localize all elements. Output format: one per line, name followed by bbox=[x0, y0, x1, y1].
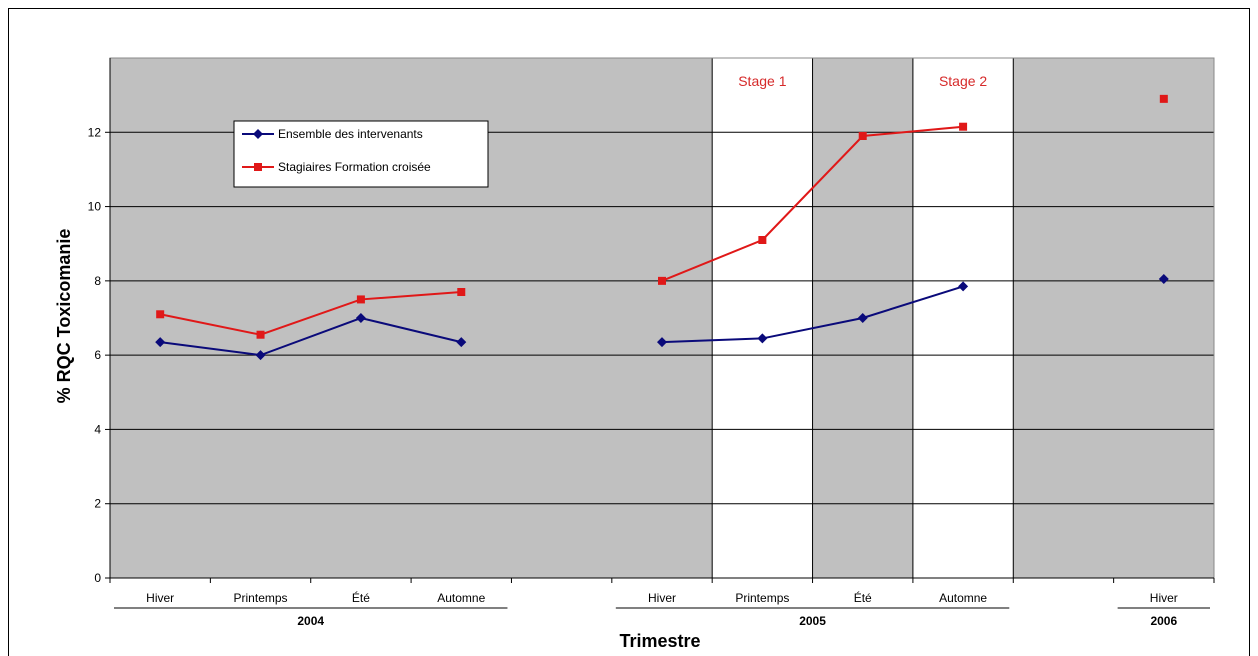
y-tick-label: 2 bbox=[94, 497, 101, 511]
series-line-2 bbox=[661, 125, 964, 282]
series-1-point bbox=[255, 350, 266, 361]
legend-marker bbox=[253, 129, 263, 139]
series-1-point bbox=[857, 313, 868, 323]
year-label: 2006 bbox=[1150, 614, 1177, 628]
x-category-label: Hiver bbox=[1150, 591, 1178, 605]
y-tick-label: 8 bbox=[94, 274, 101, 288]
x-category-label: Hiver bbox=[146, 591, 174, 605]
legend-box bbox=[233, 120, 489, 188]
series-1-point bbox=[1158, 274, 1169, 284]
x-category-label: Hiver bbox=[648, 591, 676, 605]
series-2-point bbox=[256, 330, 265, 339]
year-label: 2005 bbox=[799, 614, 826, 628]
x-category-label: Automne bbox=[939, 591, 987, 605]
legend-label: Stagiaires Formation croisée bbox=[278, 160, 431, 174]
series-2-point bbox=[356, 295, 365, 304]
series-2-point bbox=[1159, 94, 1168, 103]
series-2-point bbox=[457, 288, 466, 296]
year-label: 2004 bbox=[297, 614, 324, 628]
stage-label: Stage 2 bbox=[939, 73, 987, 89]
series-2-point bbox=[156, 310, 165, 319]
stage-band-2 bbox=[912, 58, 1014, 578]
x-axis-title: Trimestre bbox=[619, 631, 700, 651]
x-category-label: Printemps bbox=[234, 591, 288, 605]
series-2-point bbox=[858, 132, 867, 140]
series-1-point bbox=[456, 337, 467, 348]
series-1-point bbox=[355, 313, 366, 323]
series-1-point bbox=[657, 337, 667, 348]
series-1-point bbox=[958, 281, 969, 292]
series-2-point bbox=[658, 276, 666, 285]
stage-label: Stage 1 bbox=[738, 73, 786, 89]
legend-marker bbox=[254, 163, 262, 171]
y-tick-label: 6 bbox=[94, 348, 101, 362]
x-category-label: Été bbox=[854, 590, 872, 605]
y-tick-label: 10 bbox=[88, 200, 102, 214]
legend-label: Ensemble des intervenants bbox=[278, 127, 423, 141]
series-1-point bbox=[757, 333, 768, 344]
series-2-point bbox=[758, 236, 767, 244]
series-line-1 bbox=[661, 285, 964, 344]
series-line-2 bbox=[159, 291, 462, 336]
series-2-point bbox=[959, 122, 968, 131]
y-tick-label: 12 bbox=[88, 125, 102, 139]
series-1-point bbox=[155, 337, 166, 348]
y-tick-label: 0 bbox=[94, 571, 101, 585]
series-line-1 bbox=[160, 316, 462, 357]
x-category-label: Printemps bbox=[735, 591, 789, 605]
x-category-label: Automne bbox=[437, 591, 485, 605]
x-category-label: Été bbox=[352, 590, 370, 605]
y-axis-title: % RQC Toxicomanie bbox=[54, 229, 74, 404]
stage-band-1 bbox=[712, 58, 813, 578]
y-tick-label: 4 bbox=[94, 422, 101, 436]
